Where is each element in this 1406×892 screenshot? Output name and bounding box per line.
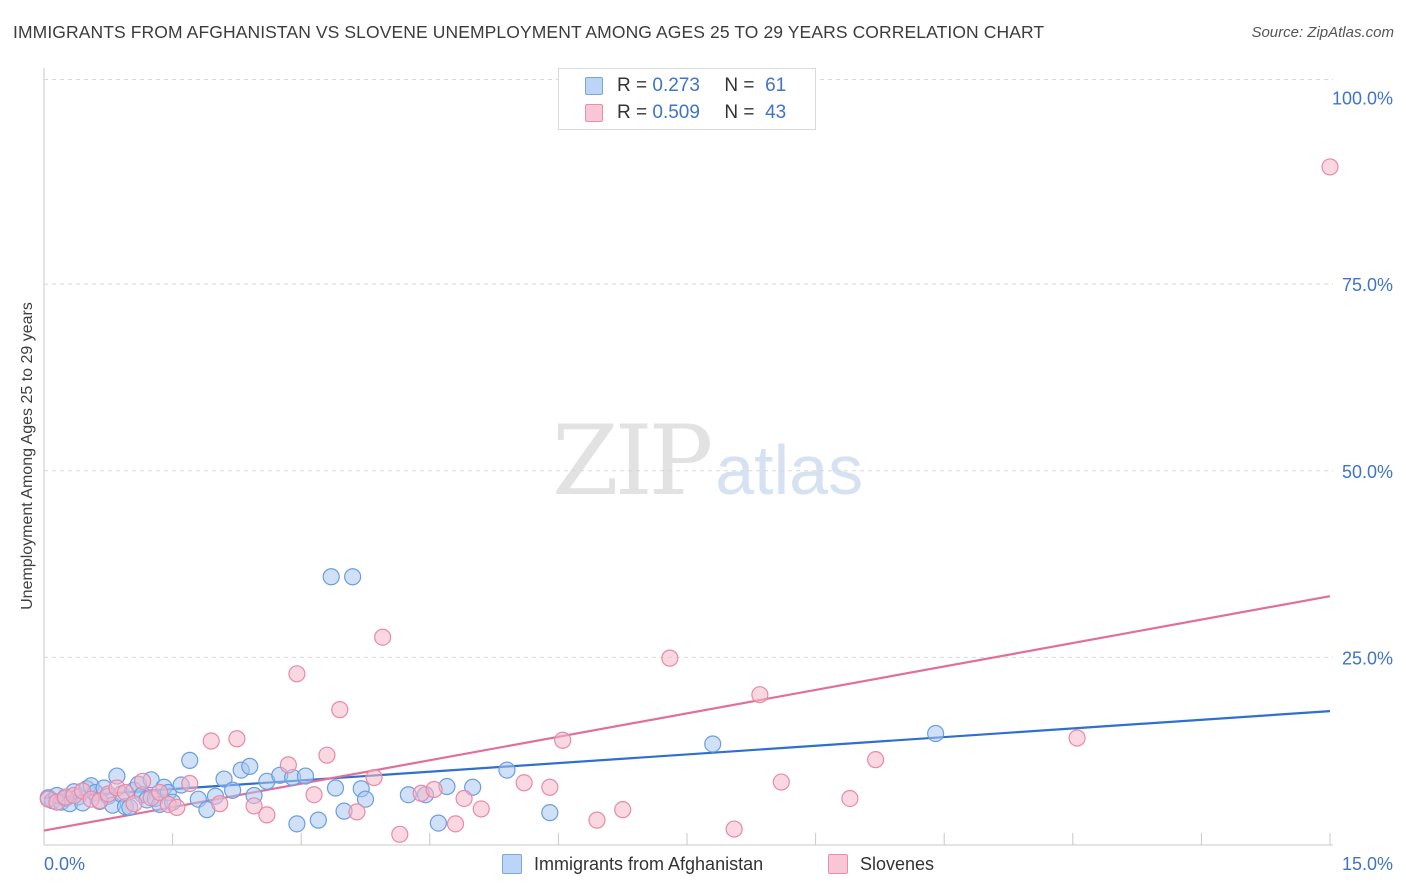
y-tick-label: 50.0% xyxy=(1342,462,1393,482)
series-legend-slovenes[interactable]: Slovenes xyxy=(828,853,934,875)
series-legend-label: Slovenes xyxy=(860,853,935,874)
slovene-point xyxy=(348,803,366,821)
afghanistan-point xyxy=(704,735,722,753)
legend-n-label: N = xyxy=(724,102,755,123)
slovene-point xyxy=(279,756,297,774)
chart-source: Source: ZipAtlas.com xyxy=(1251,24,1394,41)
afghanistan-point xyxy=(181,751,199,769)
legend-swatch-pink xyxy=(585,104,603,122)
slovene-point xyxy=(772,773,790,791)
slovene-point xyxy=(151,783,169,802)
y-tick-label: 100.0% xyxy=(1332,89,1393,109)
series-legend-label: Immigrants from Afghanistan xyxy=(534,853,764,874)
slovene-point xyxy=(125,795,143,813)
slovene-point xyxy=(258,806,276,824)
slovene-point xyxy=(168,798,186,817)
watermark-zip: ZIP xyxy=(552,405,713,517)
watermark-atlas: atlas xyxy=(715,431,864,509)
legend-row-slovenes: R = 0.509 N = 43 xyxy=(585,100,786,126)
legend-r-value: 0.509 xyxy=(652,102,700,123)
slovene-point xyxy=(211,795,229,813)
watermark: ZIPatlas xyxy=(552,405,863,517)
slovene-point xyxy=(391,825,409,843)
slovene-point xyxy=(446,815,465,833)
correlation-legend: R = 0.273 N = 61 R = 0.509 N = 43 xyxy=(558,68,816,130)
legend-n-value: 61 xyxy=(765,75,787,96)
afghanistan-point xyxy=(326,779,345,797)
legend-r-label: R = xyxy=(617,102,648,123)
chart-title: IMMIGRANTS FROM AFGHANISTAN VS SLOVENE U… xyxy=(13,22,1045,42)
slovene-point xyxy=(1321,158,1339,176)
afghanistan-point xyxy=(541,804,559,822)
slovene-point xyxy=(425,780,443,799)
slovene-point xyxy=(318,746,336,764)
afghanistan-trend-line xyxy=(43,710,1331,799)
slovene-point xyxy=(554,731,572,749)
slovene-point xyxy=(202,732,220,750)
slovene-point xyxy=(1068,729,1086,747)
afghanistan-point xyxy=(344,568,362,586)
legend-n-label: N = xyxy=(724,75,755,96)
slovene-point xyxy=(181,774,199,793)
x-tick-label: 0.0% xyxy=(44,854,85,874)
afghanistan-point xyxy=(927,724,945,743)
slovene-point xyxy=(661,649,679,667)
slovene-point xyxy=(614,801,632,819)
legend-n-value: 43 xyxy=(765,102,787,123)
slovene-point xyxy=(841,789,859,808)
legend-swatch-blue xyxy=(585,77,603,95)
series-legend-afghanistan[interactable]: Immigrants from Afghanistan xyxy=(502,853,763,875)
legend-r-label: R = xyxy=(617,75,648,96)
afghanistan-point xyxy=(224,781,242,799)
legend-r-value: 0.273 xyxy=(652,75,700,96)
slovene-point xyxy=(331,701,349,719)
series-swatch-pink xyxy=(828,854,848,874)
slovene-point xyxy=(455,789,473,808)
slovene-point xyxy=(541,778,559,796)
afghanistan-point xyxy=(288,815,306,833)
slovene-point xyxy=(374,628,392,646)
slovene-point xyxy=(245,797,263,815)
afghanistan-point xyxy=(356,790,375,808)
slovene-point xyxy=(515,774,533,792)
slovene-point xyxy=(228,730,246,748)
slovene-point xyxy=(725,820,743,838)
afghanistan-point xyxy=(498,761,516,779)
slovene-point xyxy=(133,772,152,790)
slovene-point xyxy=(288,665,306,683)
afghanistan-point xyxy=(296,767,315,785)
afghanistan-point xyxy=(309,811,327,829)
series-swatch-blue xyxy=(502,854,522,874)
y-tick-label: 75.0% xyxy=(1342,275,1393,295)
y-axis-label: Unemployment Among Ages 25 to 29 years xyxy=(19,302,36,610)
slovene-point xyxy=(588,811,606,829)
slovene-point xyxy=(867,751,885,769)
afghanistan-point xyxy=(429,814,447,832)
afghanistan-point xyxy=(322,568,340,586)
legend-row-afghanistan: R = 0.273 N = 61 xyxy=(585,73,786,99)
slovene-point xyxy=(305,786,323,804)
slovene-point xyxy=(751,686,769,704)
x-tick-label: 15.0% xyxy=(1342,854,1393,874)
slovene-point xyxy=(365,768,383,787)
afghanistan-point xyxy=(241,757,259,775)
slovene-point xyxy=(472,800,490,818)
y-tick-label: 25.0% xyxy=(1342,648,1393,668)
